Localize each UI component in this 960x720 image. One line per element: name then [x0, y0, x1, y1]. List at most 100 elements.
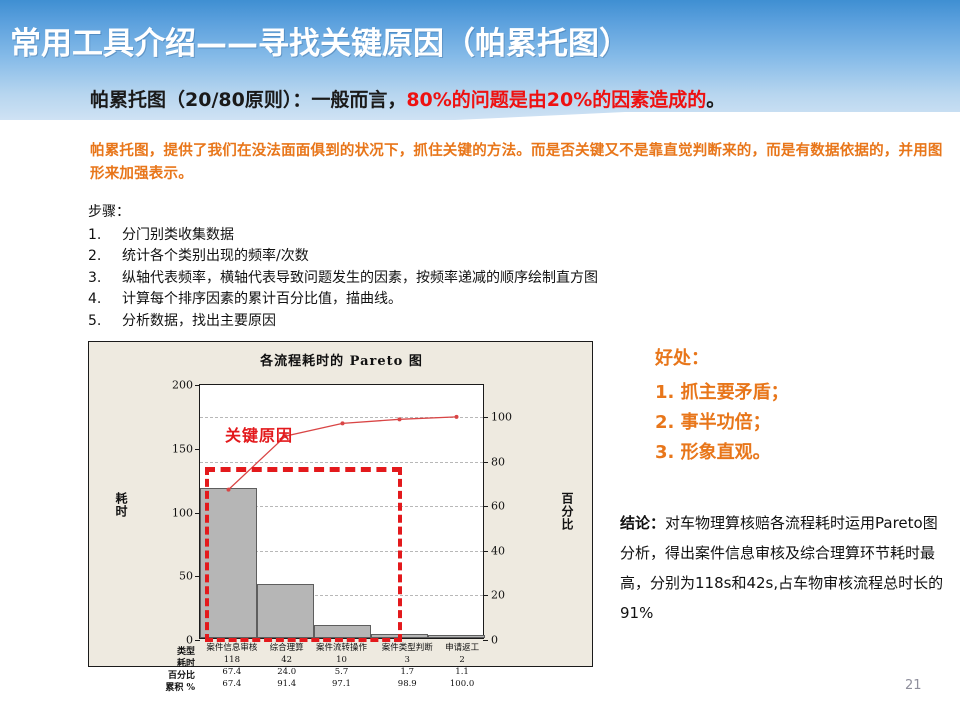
step-text: 分析数据，找出主要原因 — [122, 312, 276, 329]
key-reason-highlight-box — [205, 467, 402, 642]
y-tickmark-left — [195, 512, 200, 514]
cumulative-point — [454, 414, 459, 419]
y-tickmark-right — [483, 506, 488, 508]
y-axis-label-right: 百分比 — [560, 492, 574, 531]
y-tick-right: 60 — [491, 499, 505, 513]
table-rowlabel-pct: 百分比 — [167, 671, 195, 681]
conclusion-block: 结论：对车物理算核赔各流程耗时运用Pareto图分析，得出案件信息审核及综合理算… — [620, 508, 945, 628]
gridline — [200, 461, 483, 463]
table-cell: 1.1 — [455, 667, 469, 677]
y-tick-right: 40 — [491, 544, 505, 558]
y-tick-left: 50 — [179, 569, 193, 583]
table-cell: 5.7 — [334, 667, 349, 677]
table-cell: 10 — [336, 655, 347, 665]
title-bar: 常用工具介绍——寻找关键原因（帕累托图） — [0, 8, 960, 62]
subtitle-row: 帕累托图（20/80原则）：一般而言，80%的问题是由20%的因素造成的。 — [0, 85, 960, 115]
step-text: 统计各个类别出现的频率/次数 — [122, 248, 309, 264]
step-item-1: 1. 分门别类收集数据 — [88, 225, 788, 247]
step-text: 分门别类收集数据 — [122, 226, 234, 243]
steps-list: 1. 分门别类收集数据 2. 统计各个类别出现的频率/次数 3. 纵轴代表频率，… — [88, 225, 788, 333]
y-tick-right: 100 — [491, 410, 512, 424]
table-cell: 3 — [404, 655, 410, 665]
table-cell: 100.0 — [449, 679, 475, 689]
table-row: 67.4 24.0 5.7 1.7 1.1 — [199, 666, 484, 678]
bar — [314, 625, 371, 638]
gridline — [200, 595, 483, 597]
benefit-item-1: 1. 抓主要矛盾； — [655, 382, 789, 403]
table-rowlabel-cum: 累积 % — [165, 683, 195, 693]
intro-paragraph: 帕累托图，提供了我们在没法面面俱到的状况下，抓住关键的方法。而是否关键又不是靠直… — [90, 143, 943, 182]
benefits-heading: 好处： — [655, 348, 709, 369]
table-rowlabel-type: 类型 — [176, 647, 195, 657]
cumulative-point — [226, 487, 231, 492]
table-cell: 91.4 — [277, 679, 297, 689]
table-cell: 案件类型判断 — [381, 643, 433, 653]
benefit-item-2: 2. 事半功倍； — [655, 412, 771, 433]
step-number: 3. — [88, 269, 102, 286]
chart-data-table: 案件信息审核 综合理算 案件流转操作 案件类型判断 申请返工 118 42 10 3 2 67.4 2… — [199, 642, 484, 690]
gridline — [200, 550, 483, 552]
benefit-item-3: 3. 形象直观。 — [655, 442, 771, 463]
table-cell: 67.4 — [222, 667, 242, 677]
step-text: 计算每个排序因素的累计百分比值，描曲线。 — [122, 291, 402, 307]
table-cell: 1.7 — [400, 667, 415, 677]
table-cell: 24.0 — [277, 667, 297, 677]
y-tickmark-right — [483, 461, 488, 463]
header-banner — [0, 0, 960, 120]
step-text: 纵轴代表频率，横轴代表导致问题发生的因素，按频率递减的顺序绘制直方图 — [122, 269, 598, 286]
step-number: 1. — [88, 226, 102, 243]
y-tick-left: 0 — [186, 633, 193, 647]
y-tickmark-right — [483, 550, 488, 552]
cumulative-point — [283, 434, 288, 439]
bar — [257, 584, 314, 638]
benefits-block: 好处： 1. 抓主要矛盾； 2. 事半功倍； 3. 形象直观。 — [655, 344, 945, 468]
y-tickmark-right — [483, 640, 488, 641]
chart-title: 各流程耗时的 Pareto 图 — [260, 354, 423, 369]
table-cell: 97.1 — [332, 679, 351, 689]
step-number: 2. — [88, 248, 102, 264]
y-tickmark-left — [195, 576, 200, 578]
table-rowlabel-time: 耗时 — [176, 659, 195, 669]
y-tickmark-left — [195, 640, 200, 641]
table-cell: 42 — [281, 655, 293, 665]
steps-block: 步骤： 1. 分门别类收集数据 2. 统计各个类别出现的频率/次数 3. 纵轴代… — [88, 202, 788, 332]
y-tickmark-right — [483, 416, 488, 418]
step-number: 4. — [88, 291, 102, 307]
pareto-chart: 各流程耗时的 Pareto 图 耗时 百分比 0 50 100 150 200 0 20 4… — [88, 341, 593, 693]
cumulative-point — [340, 421, 345, 426]
y-tick-right: 80 — [491, 455, 505, 468]
gridline — [200, 506, 483, 508]
cumulative-point — [397, 417, 402, 422]
table-row: 案件信息审核 综合理算 案件流转操作 案件类型判断 申请返工 — [199, 642, 484, 654]
steps-label: 步骤： — [88, 204, 130, 220]
table-cell: 案件流转操作 — [315, 643, 367, 653]
cumulative-line — [226, 414, 459, 492]
step-item-2: 2. 统计各个类别出现的频率/次数 — [88, 246, 788, 268]
y-tick-left: 200 — [172, 378, 193, 392]
table-cell: 98.9 — [397, 679, 417, 689]
key-reason-label: 关键原因 — [225, 426, 294, 445]
table-cell: 2 — [459, 655, 465, 665]
conclusion-text: 对车物理算核赔各流程耗时运用Pareto图分析，得出案件信息审核及综合理算环节耗… — [620, 514, 944, 622]
y-tickmark-right — [483, 595, 488, 597]
step-item-5: 5. 分析数据，找出主要原因 — [88, 311, 788, 333]
bar — [200, 487, 257, 638]
table-cell: 申请返工 — [445, 643, 480, 653]
table-cell: 综合理算 — [269, 643, 304, 653]
y-tick-right: 20 — [491, 588, 505, 602]
conclusion-lead: 结论： — [620, 514, 666, 532]
subtitle-part-2-highlight: 80%的问题是由20%的因素造成的 — [406, 89, 707, 111]
subtitle-part-3: 。 — [706, 89, 726, 111]
subtitle-part-1: 帕累托图（20/80原则）：一般而言， — [90, 89, 407, 111]
page-number: 21 — [905, 678, 922, 693]
plot-area: 0 50 100 150 200 0 20 40 60 80 100 — [172, 379, 512, 647]
benefits-list: 1. 抓主要矛盾； 2. 事半功倍； 3. 形象直观。 — [655, 378, 945, 468]
step-item-4: 4. 计算每个排序因素的累计百分比值，描曲线。 — [88, 289, 788, 311]
table-cell: 118 — [223, 655, 240, 665]
y-tick-left: 150 — [172, 442, 193, 456]
y-tickmark-left — [195, 448, 200, 450]
step-item-3: 3. 纵轴代表频率，横轴代表导致问题发生的因素，按频率递减的顺序绘制直方图 — [88, 268, 788, 290]
gridline — [200, 416, 483, 418]
bar — [428, 635, 485, 638]
page-title: 常用工具介绍——寻找关键原因（帕累托图） — [10, 26, 630, 62]
